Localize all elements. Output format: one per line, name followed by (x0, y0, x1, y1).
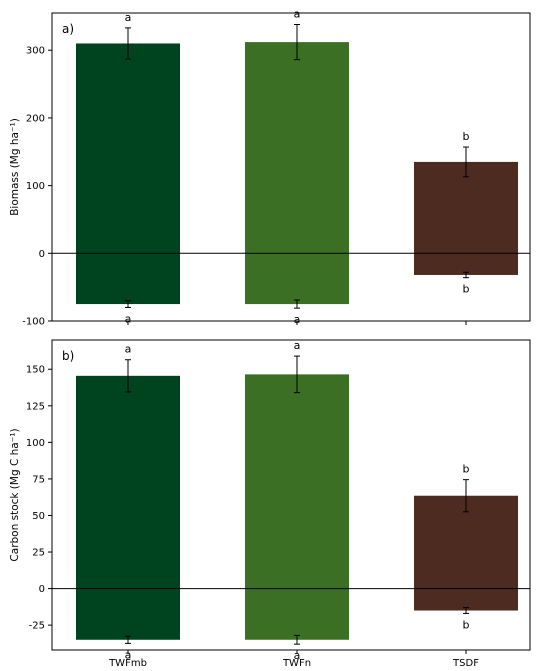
significance-letter: a (125, 343, 132, 356)
x-tick-label: TSDF (452, 658, 479, 669)
significance-letter: a (294, 339, 301, 352)
bar-twfn-positive (245, 374, 349, 589)
bar-twfmb-negative (76, 588, 180, 640)
bar-twfn-negative (245, 253, 349, 305)
y-tick-label: 50 (32, 511, 45, 522)
bar-twfmb-positive (76, 43, 180, 254)
bar-tsdf-negative (414, 253, 518, 275)
bar-twfn-positive (245, 42, 349, 254)
panel-label: a) (62, 22, 74, 36)
y-tick-label: 100 (26, 438, 45, 449)
y-tick-label: 125 (26, 401, 45, 412)
y-axis-label: Biomass (Mg ha⁻¹) (9, 118, 21, 216)
axes-frame (51, 12, 531, 322)
y-tick-label: 100 (26, 181, 45, 192)
bar-twfmb-positive (76, 375, 180, 589)
significance-letter: b (463, 463, 470, 476)
y-tick-label: 0 (39, 584, 45, 595)
significance-letter: a (125, 312, 132, 325)
y-tick-label: 25 (32, 548, 45, 559)
y-tick-label: 75 (32, 474, 45, 485)
y-tick-label: 300 (26, 46, 45, 57)
axes-frame (51, 339, 531, 651)
bar-tsdf-negative (414, 588, 518, 611)
significance-letter: b (463, 283, 470, 296)
x-tick-label: TWFmb (108, 658, 147, 669)
x-tick-label: TWFn (282, 658, 311, 669)
y-tick-label: 200 (26, 113, 45, 124)
significance-letter: a (125, 648, 132, 661)
y-tick-label: -100 (22, 317, 45, 328)
y-tick-label: 0 (39, 249, 45, 260)
y-axis-label: Carbon stock (Mg C ha⁻¹) (9, 428, 21, 561)
panel-label: b) (62, 349, 74, 363)
significance-letter: a (125, 11, 132, 24)
y-tick-label: 150 (26, 365, 45, 376)
y-tick-label: -25 (29, 621, 45, 632)
significance-letter: a (294, 8, 301, 21)
bar-twfmb-negative (76, 253, 180, 305)
significance-letter: a (294, 649, 301, 662)
bar-twfn-negative (245, 588, 349, 640)
significance-letter: b (463, 618, 470, 631)
significance-letter: b (463, 130, 470, 143)
significance-letter: a (294, 313, 301, 326)
